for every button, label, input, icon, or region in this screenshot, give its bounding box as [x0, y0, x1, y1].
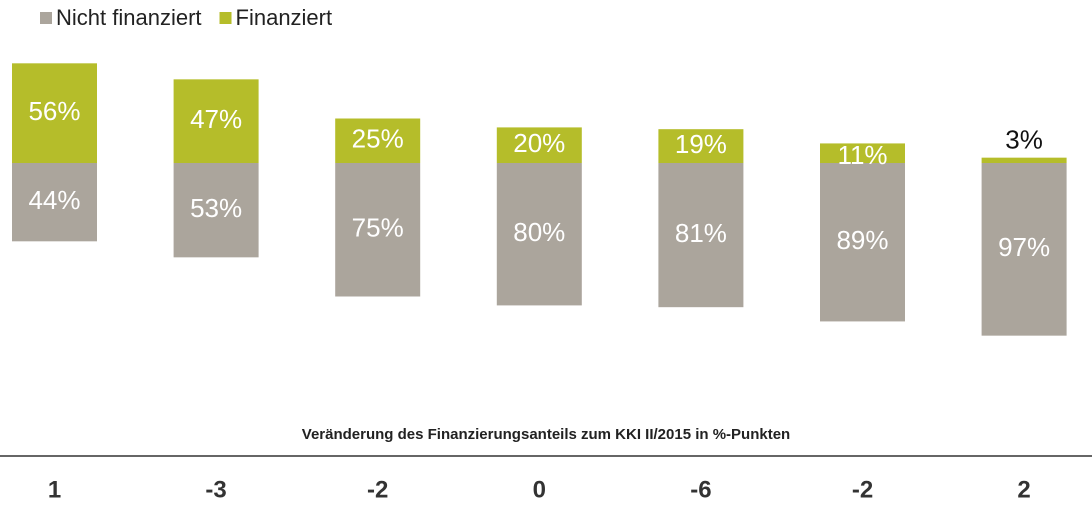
bar-segment	[981, 157, 1067, 163]
value-label: 80%	[513, 217, 565, 247]
bar-segment	[658, 129, 744, 163]
bar-segment	[981, 163, 1067, 336]
bar-segment	[820, 163, 905, 322]
change-value: 1	[48, 476, 61, 503]
change-value: 2	[1017, 476, 1030, 503]
legend-swatch	[40, 12, 52, 24]
value-label: 3%	[1005, 125, 1043, 155]
legend-label: Nicht finanziert	[56, 5, 202, 30]
bar-segment	[820, 143, 905, 163]
change-value: -3	[205, 476, 226, 503]
change-value: -2	[852, 476, 873, 503]
bar-segment	[173, 163, 259, 258]
bar-segment	[335, 118, 421, 163]
value-label: 53%	[190, 193, 242, 223]
value-label: 44%	[28, 185, 80, 215]
value-label: 81%	[675, 218, 727, 248]
change-value: 0	[533, 476, 546, 503]
bar-segment	[12, 63, 97, 163]
value-label: 20%	[513, 128, 565, 158]
value-label: 56%	[28, 96, 80, 126]
bar-segment	[496, 163, 582, 306]
value-label: 75%	[352, 213, 404, 243]
bar-segment	[335, 163, 421, 297]
change-value: -6	[690, 476, 711, 503]
value-label: 19%	[675, 129, 727, 159]
changes-title: Veränderung des Finanzierungsanteils zum…	[302, 426, 790, 443]
value-label: 89%	[836, 225, 888, 255]
value-label: 11%	[837, 140, 887, 170]
value-label: 97%	[998, 232, 1050, 262]
bar-segment	[658, 163, 744, 308]
value-label: 47%	[190, 104, 242, 134]
value-label: 25%	[352, 124, 404, 154]
bar-segment	[173, 79, 259, 163]
bar-segment	[12, 163, 97, 242]
change-value: -2	[367, 476, 388, 503]
legend-swatch	[219, 12, 232, 24]
bar-segment	[496, 127, 582, 163]
legend-label: Finanziert	[236, 5, 333, 30]
